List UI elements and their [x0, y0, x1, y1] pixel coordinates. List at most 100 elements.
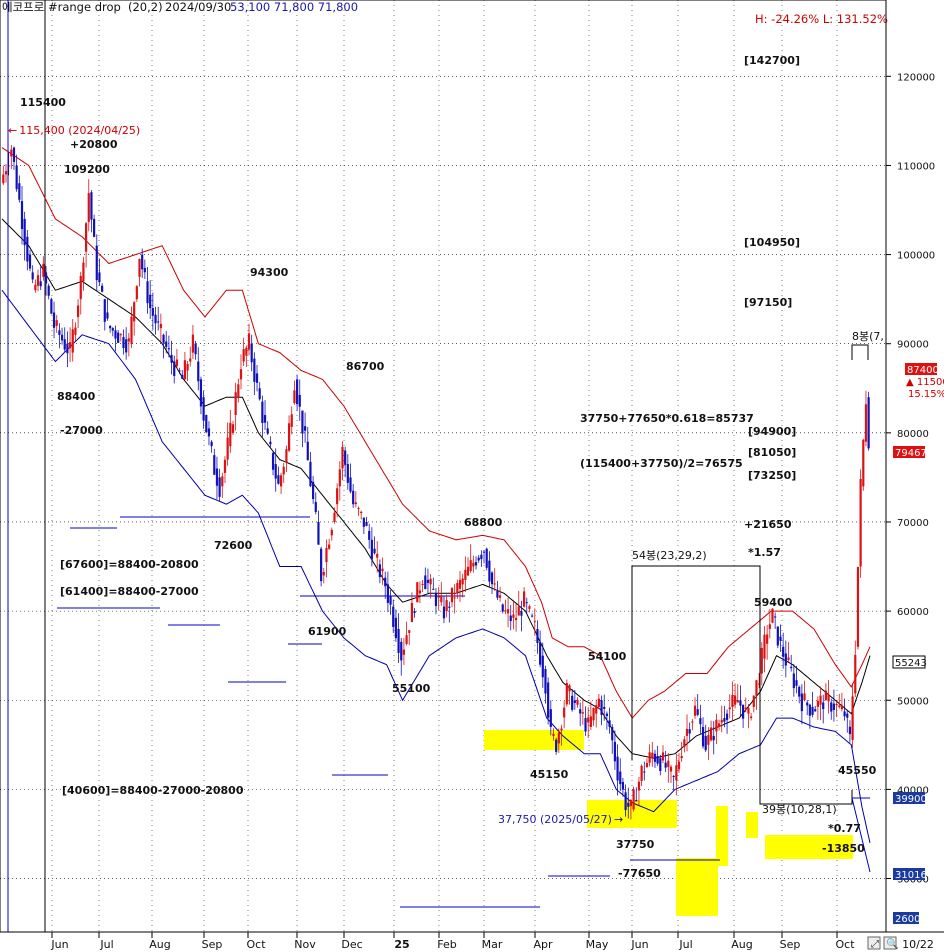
candle-body [712, 735, 715, 741]
candle-body [747, 707, 750, 714]
candle-body [394, 617, 398, 639]
candle-body [720, 719, 723, 723]
candle-body [707, 735, 710, 745]
y-tick-label: 120000 [897, 72, 935, 83]
candle-body [47, 285, 50, 296]
y-tick-label: 30000 [897, 875, 929, 886]
candle-body [725, 713, 729, 720]
candle-body [733, 695, 737, 705]
candle-body [819, 695, 822, 705]
candle-body [803, 693, 806, 701]
candle-body [840, 705, 844, 710]
right-label-2600: 2600 [895, 914, 920, 925]
candle-body [771, 608, 774, 623]
candle-body [589, 716, 592, 727]
candle-body [333, 512, 336, 522]
candle-body [661, 752, 665, 761]
bracket-142700: [142700] [744, 54, 800, 67]
candle-body [485, 548, 488, 568]
candle-body [277, 475, 280, 484]
y-tick-label: 100000 [897, 251, 935, 262]
candle-body [838, 705, 841, 707]
note-157: *1.57 [748, 546, 781, 559]
candle-body [408, 630, 411, 633]
candle-body [344, 450, 347, 465]
candle-body [218, 477, 221, 497]
candle-body [119, 334, 122, 336]
note-077: *0.77 [828, 822, 861, 835]
y-tick-label: 40000 [897, 785, 929, 796]
candle-body [843, 711, 846, 717]
candle-body [213, 455, 216, 475]
chart-ohlc: 53,100 71,800 71,800 [230, 0, 358, 14]
candle-body [531, 615, 534, 617]
candle-body [373, 548, 376, 554]
candle-body [482, 551, 486, 553]
candle-body [325, 547, 328, 563]
candle-body [354, 502, 357, 505]
y-axis: 30000 40000 50000 60000 70000 80000 90000 10000… [886, 72, 935, 886]
candle-body [629, 799, 633, 807]
candle-body [36, 275, 40, 286]
candle-body [560, 728, 563, 731]
candle-body [20, 201, 24, 229]
candle-body [181, 374, 184, 379]
candle-body [498, 595, 502, 598]
price-label: +20800 [70, 138, 118, 151]
candle-body [563, 707, 566, 718]
candle-body [237, 384, 240, 398]
right-box-2600 [893, 912, 919, 924]
candle-body [862, 439, 865, 487]
y-tick-label: 90000 [897, 340, 929, 351]
candle-body [263, 415, 267, 423]
candle-body [87, 193, 90, 222]
candle-body [60, 334, 64, 341]
candle-body [579, 709, 582, 714]
candle-body [402, 649, 406, 655]
candle-body [675, 765, 678, 781]
upper-band [1, 147, 871, 719]
candle-body [239, 369, 243, 380]
candle-body [814, 709, 817, 712]
right-box-87400 [905, 363, 937, 375]
candle-body [261, 401, 264, 424]
x-tick-label: Jun [630, 938, 648, 951]
candle-body [424, 575, 427, 589]
candle-body [571, 695, 574, 710]
candle-body [405, 635, 408, 644]
candle-body [693, 705, 697, 716]
zoom-icon[interactable] [883, 936, 897, 950]
candle-body [466, 566, 470, 576]
candle-body [496, 591, 499, 598]
candle-body [197, 361, 200, 382]
candle-body [338, 469, 341, 487]
candle-body [736, 700, 739, 703]
candle-body [651, 752, 654, 759]
price-label: 115400 [20, 96, 66, 109]
candle-body [109, 325, 112, 329]
candle-body [378, 564, 381, 578]
x-axis: Jun Jul Aug Sep Oct Nov Dec 25 Feb Mar Apr May Jun Ju… [50, 932, 934, 951]
candle-body [117, 332, 120, 343]
high-mark-text: 115,400 (2024/04/25) [19, 124, 140, 137]
candle-body [175, 359, 178, 366]
candle-body [664, 762, 667, 768]
candle-body [640, 765, 643, 782]
candle-body [138, 258, 141, 277]
candle-body [795, 680, 798, 686]
candle-body [349, 477, 352, 492]
candle-body [205, 415, 208, 433]
candle-body [127, 338, 130, 342]
candle-body [453, 597, 456, 599]
candle-body [149, 294, 152, 309]
candle-body [141, 254, 144, 270]
candle-body [392, 606, 395, 627]
candle-body [867, 397, 870, 449]
candle-body [370, 539, 373, 560]
resize-icon[interactable] [867, 936, 881, 950]
price-label: 45150 [530, 768, 569, 781]
candle-body [282, 466, 285, 475]
candle-body [253, 358, 256, 382]
candle-body [800, 693, 803, 712]
